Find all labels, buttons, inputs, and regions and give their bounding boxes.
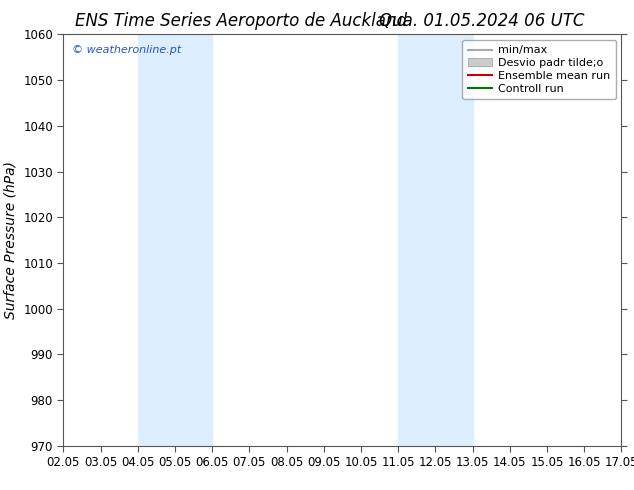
Bar <box>138 34 212 446</box>
Text: Qua. 01.05.2024 06 UTC: Qua. 01.05.2024 06 UTC <box>379 12 585 30</box>
Text: © weatheronline.pt: © weatheronline.pt <box>72 45 181 54</box>
Bar <box>398 34 472 446</box>
Legend: min/max, Desvio padr tilde;o, Ensemble mean run, Controll run: min/max, Desvio padr tilde;o, Ensemble m… <box>462 40 616 99</box>
Y-axis label: Surface Pressure (hPa): Surface Pressure (hPa) <box>4 161 18 319</box>
Text: ENS Time Series Aeroporto de Auckland: ENS Time Series Aeroporto de Auckland <box>75 12 407 30</box>
